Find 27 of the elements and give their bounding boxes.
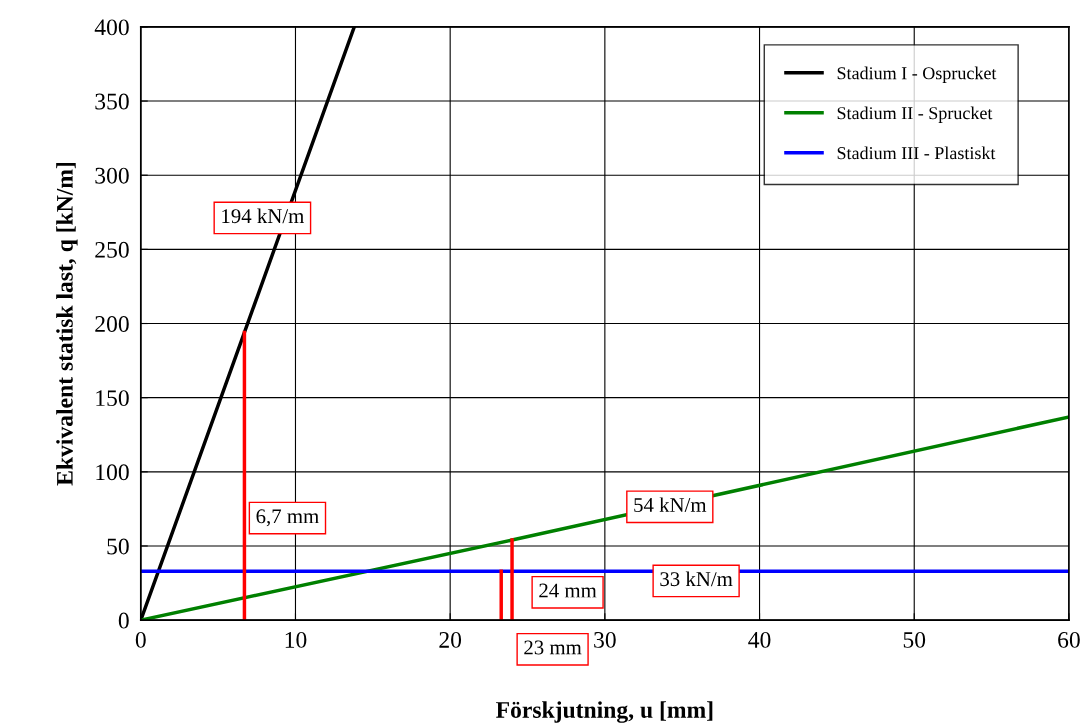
annotation: 194 kN/m <box>222 208 305 224</box>
x-tick-label: 30 <box>594 631 616 648</box>
x-tick-label: 0 <box>135 631 146 648</box>
annotation: 54 kN/m <box>634 497 707 513</box>
y-tick-label: 400 <box>94 19 129 36</box>
x-tick-label: 50 <box>903 631 926 648</box>
legend-label: Stadium II - Sprucket <box>837 106 993 123</box>
annotation: 33 kN/m <box>660 571 733 587</box>
annotation: 24 mm <box>539 583 597 598</box>
annotation: 6,7 mm <box>256 509 319 527</box>
x-tick-label: 40 <box>748 631 771 648</box>
annotation: 23 mm <box>524 640 582 655</box>
y-tick-label: 200 <box>95 316 129 332</box>
y-tick-label: 50 <box>107 538 129 555</box>
y-tick-label: 250 <box>95 241 129 258</box>
y-tick-label: 0 <box>118 612 129 629</box>
x-tick-label: 20 <box>439 631 462 648</box>
x-tick-label: 60 <box>1058 631 1080 648</box>
y-tick-label: 300 <box>95 167 129 184</box>
y-tick-label: 150 <box>96 390 129 407</box>
y-tick-label: 100 <box>96 464 129 481</box>
x-tick-label: 10 <box>285 631 307 648</box>
legend-label: Stadium I - Osprucket <box>837 66 997 83</box>
y-axis-title: Ekvivalent statisk last, q [kN/m] <box>56 162 78 486</box>
legend-label: Stadium III - Plastiskt <box>837 146 996 160</box>
y-tick-label: 350 <box>95 93 129 110</box>
x-axis-title: Förskjutning, u [mm] <box>496 701 713 723</box>
